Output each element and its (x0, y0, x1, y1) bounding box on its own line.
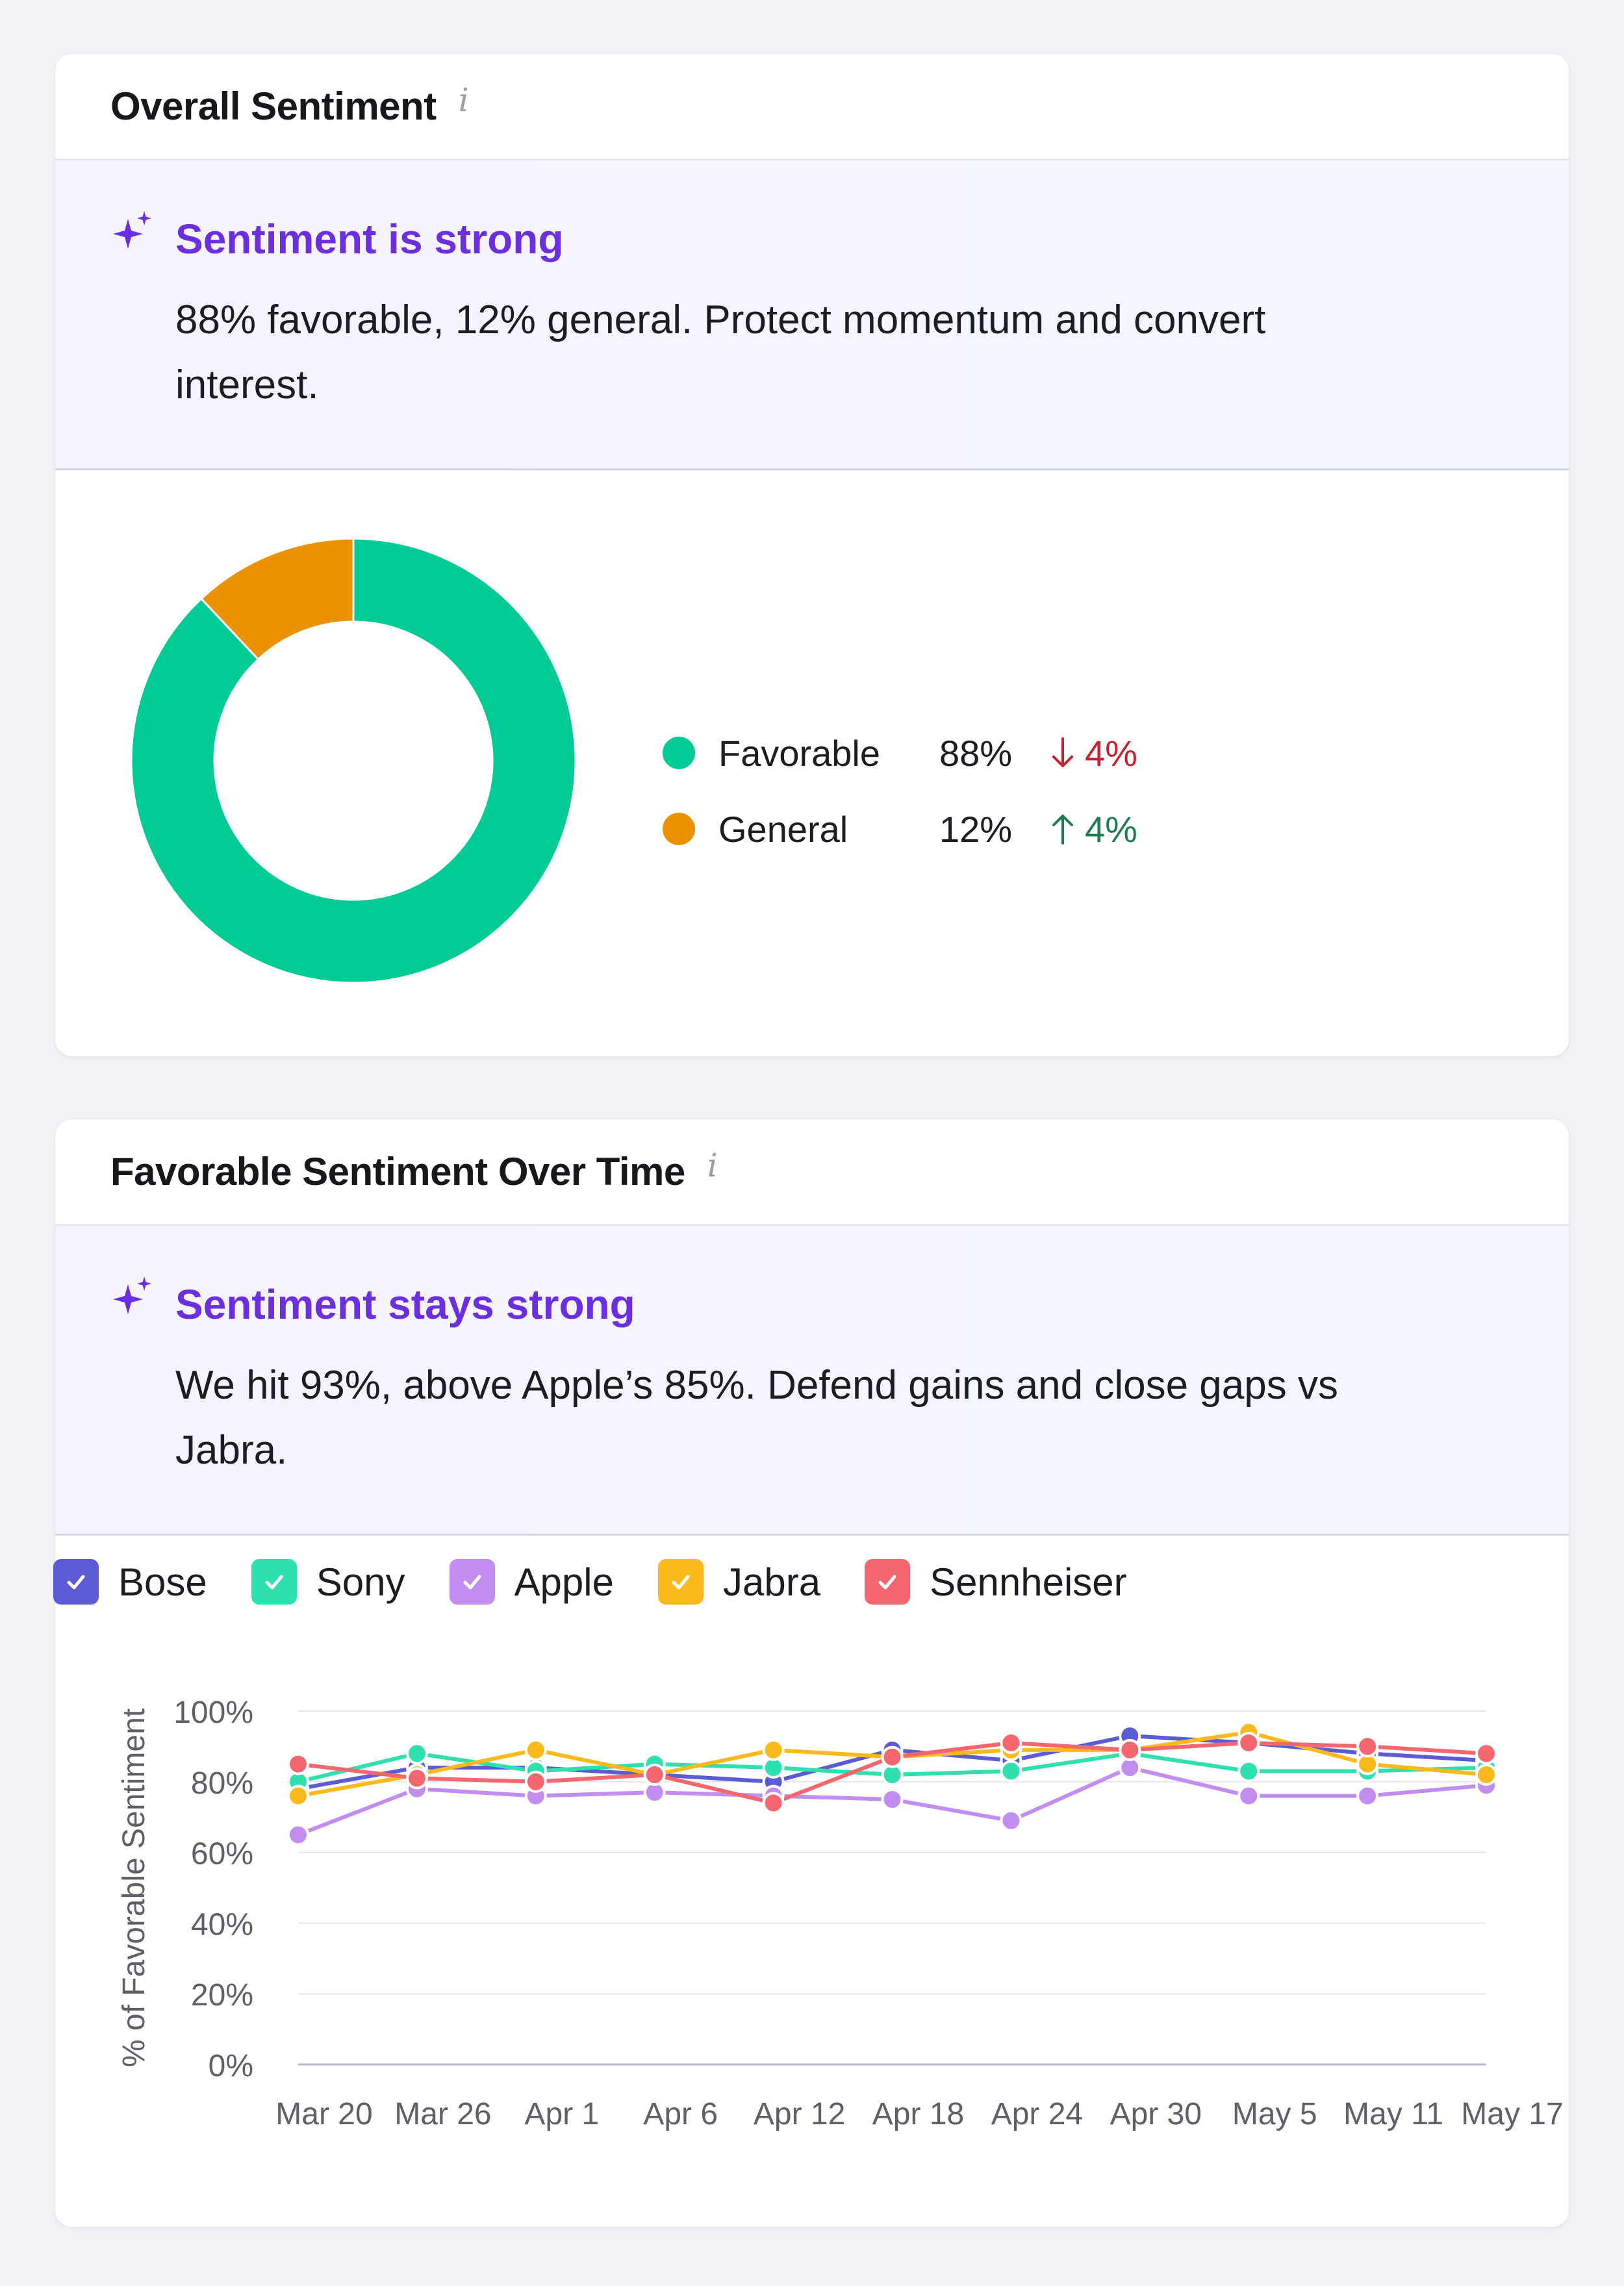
checkbox-checked-icon[interactable] (449, 1559, 495, 1605)
insight-text: 88% favorable, 12% general. Protect mome… (175, 288, 1507, 418)
card-header: Favorable Sentiment Over Time i (55, 1119, 1569, 1226)
legend-toggle-apple[interactable]: Apple (449, 1559, 614, 1605)
donut-slice-general[interactable] (199, 537, 355, 661)
insight-title: Sentiment stays strong (175, 1281, 635, 1328)
insight-panel: Sentiment is strong 88% favorable, 12% g… (55, 160, 1569, 470)
legend-label: Favorable (718, 732, 881, 774)
donut-slice-favorable[interactable] (130, 537, 577, 984)
card-title: Favorable Sentiment Over Time (110, 1150, 685, 1193)
series-legend: Bose Sony Apple Jabra Sennheiser (53, 1556, 1171, 1608)
legend-row-favorable: Favorable 88% 4% (663, 727, 1137, 779)
sentiment-over-time-card: Favorable Sentiment Over Time i Sentimen… (55, 1119, 1569, 2227)
card-title: Overall Sentiment (110, 84, 437, 128)
legend-delta: 4% (1050, 808, 1137, 850)
insight-line: We hit 93%, above Apple’s 85%. Defend ga… (175, 1363, 1338, 1408)
info-icon[interactable]: i (458, 81, 469, 119)
card-header: Overall Sentiment i (55, 54, 1569, 160)
legend-dot (663, 813, 695, 845)
legend-percent: 88% (939, 732, 1013, 774)
checkbox-checked-icon[interactable] (251, 1559, 297, 1605)
insight-line: Jabra. (175, 1428, 288, 1473)
legend-dot (663, 737, 695, 769)
insight-line: interest. (175, 362, 319, 407)
checkbox-checked-icon[interactable] (658, 1559, 704, 1605)
legend-label: Jabra (723, 1560, 821, 1604)
insight-line: 88% favorable, 12% general. Protect mome… (175, 298, 1266, 342)
sparkle-icon (113, 211, 151, 249)
delta-value: 4% (1085, 732, 1137, 774)
info-icon[interactable]: i (707, 1146, 718, 1184)
arrow-down-icon (1052, 737, 1073, 767)
legend-label: Bose (118, 1560, 207, 1604)
legend-delta: 4% (1050, 732, 1137, 774)
legend-label: Apple (514, 1560, 614, 1604)
legend-label: General (718, 808, 848, 850)
legend-label: Sony (316, 1560, 405, 1604)
checkbox-checked-icon[interactable] (53, 1559, 99, 1605)
legend-percent: 12% (939, 808, 1013, 850)
insight-title: Sentiment is strong (175, 216, 564, 262)
legend-toggle-sony[interactable]: Sony (251, 1559, 405, 1605)
insight-panel: Sentiment stays strong We hit 93%, above… (55, 1226, 1569, 1536)
insight-text: We hit 93%, above Apple’s 85%. Defend ga… (175, 1353, 1507, 1483)
sparkle-icon (113, 1276, 151, 1314)
overall-sentiment-card: Overall Sentiment i Sentiment is strong … (55, 54, 1569, 1056)
legend-toggle-sennheiser[interactable]: Sennheiser (865, 1559, 1127, 1605)
donut-chart (130, 537, 577, 984)
legend-row-general: General 12% 4% (663, 803, 1137, 855)
delta-value: 4% (1085, 808, 1137, 850)
legend-toggle-bose[interactable]: Bose (53, 1559, 207, 1605)
arrow-up-icon (1052, 815, 1073, 845)
legend-label: Sennheiser (930, 1560, 1127, 1604)
legend-toggle-jabra[interactable]: Jabra (658, 1559, 820, 1605)
checkbox-checked-icon[interactable] (865, 1559, 911, 1605)
